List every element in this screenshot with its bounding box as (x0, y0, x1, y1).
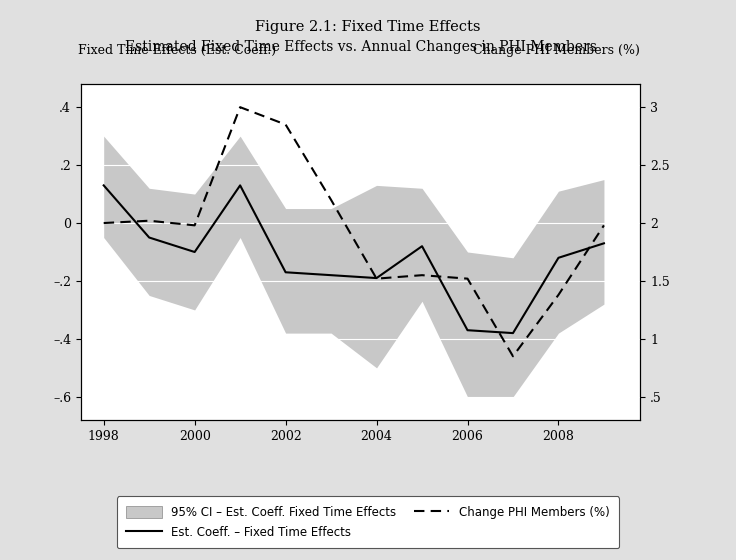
Text: Change PHI Members (%): Change PHI Members (%) (473, 44, 640, 57)
Text: Fixed Time Effects (Est. Coeff.): Fixed Time Effects (Est. Coeff.) (78, 44, 276, 57)
Text: Figure 2.1: Fixed Time Effects: Figure 2.1: Fixed Time Effects (255, 20, 481, 34)
Text: Estimated Fixed Time Effects vs. Annual Changes in PHI Members: Estimated Fixed Time Effects vs. Annual … (124, 40, 597, 54)
Legend: 95% CI – Est. Coeff. Fixed Time Effects, Est. Coeff. – Fixed Time Effects, Chang: 95% CI – Est. Coeff. Fixed Time Effects,… (117, 497, 619, 548)
